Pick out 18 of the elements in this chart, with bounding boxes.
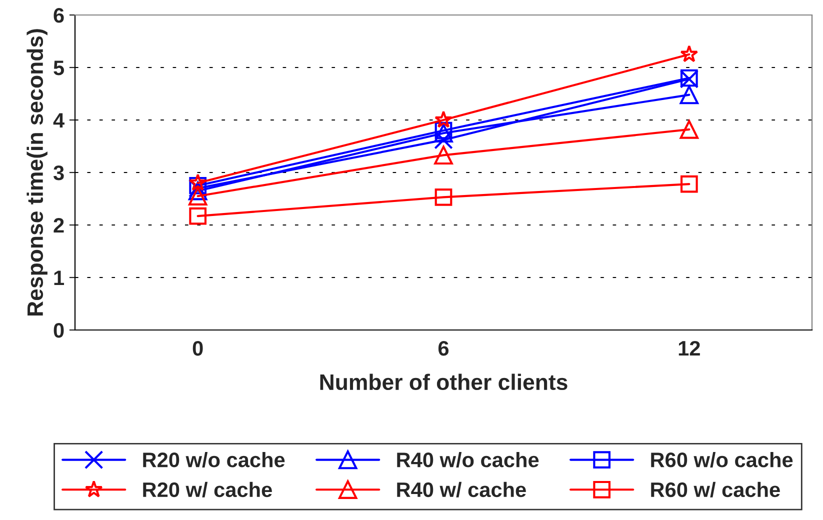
y-tick-label: 0 <box>54 323 64 338</box>
y-tick-label: 4 <box>53 113 64 128</box>
y-axis-title: Response time(in seconds) <box>26 29 48 316</box>
x-axis-title: Number of other clients <box>320 374 568 390</box>
y-tick-label: 6 <box>54 8 64 23</box>
x-tick-label: 6 <box>438 340 449 356</box>
y-tick-label: 2 <box>54 218 64 233</box>
x-tick-label: 12 <box>678 340 700 356</box>
legend-label: R40 w/ cache <box>397 482 526 498</box>
legend-label: R60 w/ cache <box>651 482 780 498</box>
x-tick-label: 0 <box>192 340 203 356</box>
legend-label: R20 w/ cache <box>143 482 272 498</box>
y-tick-label: 5 <box>54 60 64 76</box>
y-tick-label: 3 <box>53 166 64 180</box>
legend-label: R60 w/o cache <box>651 452 793 468</box>
legend-label: R40 w/o cache <box>397 452 539 468</box>
legend-label: R20 w/o cache <box>143 452 285 468</box>
y-tick-label: 1 <box>54 270 64 286</box>
